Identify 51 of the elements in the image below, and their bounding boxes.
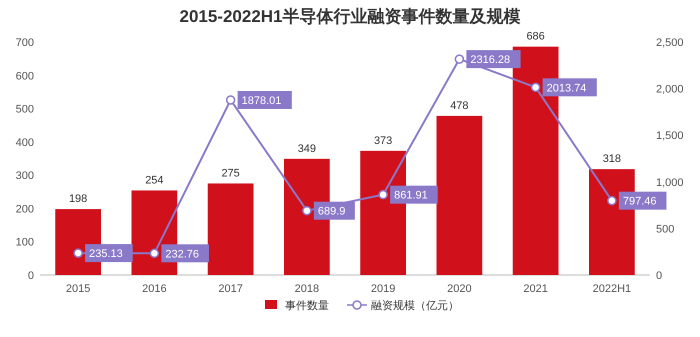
data-label: 2316.28 xyxy=(470,54,510,66)
y-tick-label: 600 xyxy=(16,70,34,82)
y-tick-label: 200 xyxy=(16,203,34,216)
point xyxy=(226,95,236,105)
y2-tick-label: 2,000 xyxy=(656,84,684,96)
x-tick-label: 2021 xyxy=(523,283,548,295)
data-label: 235.13 xyxy=(89,248,123,260)
data-label: 686 xyxy=(526,30,545,43)
data-label: 232.76 xyxy=(165,248,200,260)
bar xyxy=(436,116,482,275)
legend-label: 事件数量 xyxy=(285,299,329,312)
point xyxy=(378,190,388,200)
x-tick-label: 2022H1 xyxy=(592,283,632,295)
point xyxy=(73,248,83,258)
data-label: 198 xyxy=(68,193,88,206)
data-label: 275 xyxy=(221,167,240,180)
y-tick-label: 400 xyxy=(16,136,34,149)
y2-tick-label: 0 xyxy=(656,270,662,282)
point xyxy=(150,248,160,258)
x-tick-label: 2019 xyxy=(370,283,396,295)
y-tick-label: 0 xyxy=(28,270,34,282)
legend-label: 融资规模（亿元） xyxy=(371,300,459,312)
data-label: 689.9 xyxy=(318,206,346,218)
y2-tick-label: 500 xyxy=(656,223,674,236)
y-tick-label: 300 xyxy=(16,170,34,182)
data-label: 318 xyxy=(602,153,622,166)
x-tick-label: 2016 xyxy=(142,283,167,295)
y2-tick-label: 1,000 xyxy=(656,176,684,189)
data-label: 2013.74 xyxy=(546,82,586,94)
point xyxy=(454,54,464,64)
y2-tick-label: 1,500 xyxy=(656,130,684,142)
data-label: 1878.01 xyxy=(242,94,282,107)
data-label: 861.91 xyxy=(394,190,428,202)
y-tick-label: 100 xyxy=(16,236,34,249)
y-tick-label: 700 xyxy=(16,37,34,49)
chart-title: 2015-2022H1半导体行业融资事件数量及规模 xyxy=(179,7,521,26)
data-label: 478 xyxy=(450,100,469,112)
y2-tick-label: 2,500 xyxy=(656,37,684,49)
x-tick-label: 2020 xyxy=(447,283,472,295)
point xyxy=(302,206,312,216)
x-tick-label: 2018 xyxy=(294,283,320,295)
point xyxy=(530,82,540,92)
y-tick-label: 500 xyxy=(16,104,34,116)
x-tick-label: 2015 xyxy=(66,283,90,295)
data-label: 254 xyxy=(145,174,164,186)
point xyxy=(607,196,617,206)
data-label: 373 xyxy=(374,134,392,147)
bar xyxy=(208,183,254,275)
data-label: 349 xyxy=(298,142,316,155)
data-label: 797.46 xyxy=(622,196,657,208)
x-tick-label: 2017 xyxy=(218,283,243,295)
